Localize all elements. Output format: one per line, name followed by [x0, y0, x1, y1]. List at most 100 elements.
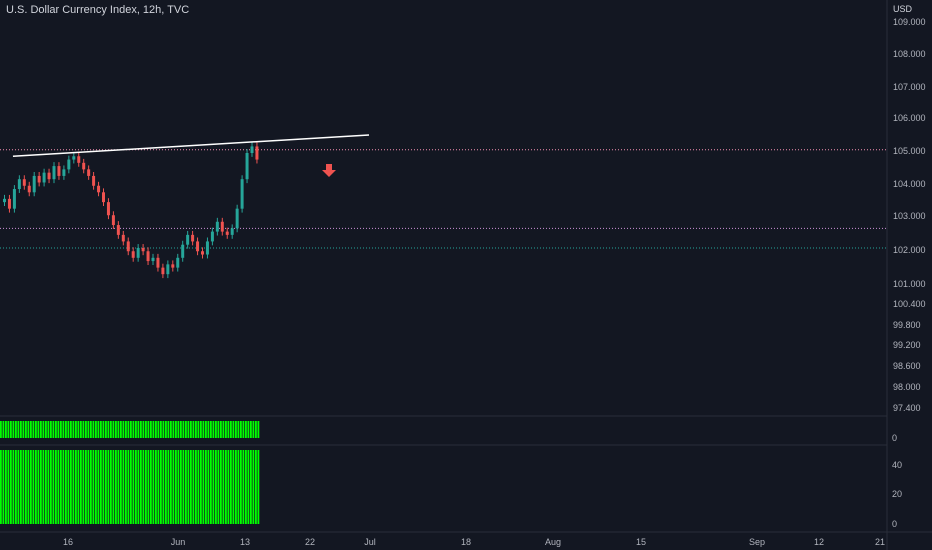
histogram-pane-1	[0, 421, 260, 438]
histogram-bar	[52, 450, 55, 524]
histogram-bar	[25, 421, 27, 438]
histogram-bar	[67, 450, 70, 524]
histogram-bar	[30, 450, 32, 524]
histogram-bar	[2, 450, 5, 524]
histogram-bar	[82, 421, 85, 438]
histogram-bar	[190, 450, 192, 524]
histogram-bar	[185, 421, 187, 438]
histogram-bar	[97, 421, 100, 438]
histogram-bar	[75, 421, 77, 438]
histogram-bar	[235, 450, 237, 524]
candle-body	[225, 231, 229, 235]
histogram-bar	[232, 450, 235, 524]
histogram-bar	[155, 450, 157, 524]
time-tick-label: 15	[636, 537, 646, 547]
histogram-bar	[170, 450, 172, 524]
price-tick-label: 103.000	[893, 211, 926, 221]
histogram-bar	[10, 421, 12, 438]
histogram-bar	[15, 450, 17, 524]
price-tick-label: 101.000	[893, 279, 926, 289]
candle-body	[151, 257, 155, 262]
histogram-bar	[95, 450, 97, 524]
histogram-bar	[102, 450, 105, 524]
histogram-bar	[162, 421, 165, 438]
histogram-bar	[37, 450, 40, 524]
histogram-bar	[72, 421, 75, 438]
histogram-bar	[22, 421, 25, 438]
histogram-bar	[210, 421, 212, 438]
histogram-bar	[180, 421, 182, 438]
histogram-bar	[102, 421, 105, 438]
candle-body	[116, 225, 120, 235]
candle-body	[121, 234, 125, 242]
histogram-bar	[205, 450, 207, 524]
histogram-bar	[222, 450, 225, 524]
histogram-bar	[40, 421, 42, 438]
down-arrow-icon[interactable]	[322, 164, 336, 177]
histogram-bar	[50, 450, 52, 524]
histogram-bar	[155, 421, 157, 438]
histogram-bar	[175, 421, 177, 438]
histogram-bar	[147, 450, 150, 524]
histogram-bar	[140, 421, 142, 438]
histogram-bar	[130, 450, 132, 524]
histogram-bar	[20, 421, 22, 438]
histogram-bar	[25, 450, 27, 524]
candle-body	[12, 189, 16, 209]
histogram-pane-2	[0, 450, 260, 524]
candle-body	[3, 198, 6, 203]
histogram-bar	[127, 450, 130, 524]
histogram-bar	[252, 450, 255, 524]
histogram-bar	[85, 450, 87, 524]
candle-body	[32, 175, 36, 193]
price-scale[interactable]: 109.000 108.000 107.000 106.000 105.000 104.0…	[893, 17, 926, 413]
histogram-bar	[172, 421, 175, 438]
histogram-bar	[37, 421, 40, 438]
candle-body	[47, 172, 51, 180]
histogram-bar	[177, 450, 180, 524]
histogram-bar	[227, 450, 230, 524]
histogram-bar	[100, 450, 102, 524]
histogram-bar	[257, 450, 260, 524]
histogram-bar	[120, 450, 122, 524]
histogram-bar	[70, 450, 72, 524]
histogram-bar	[65, 421, 67, 438]
hist-tick-label: 0	[892, 433, 897, 443]
histogram-bar	[250, 421, 252, 438]
histogram-bar	[160, 450, 162, 524]
time-scale[interactable]: 16 Jun 13 22 Jul 18 Aug 15 Sep 12 21	[63, 537, 885, 547]
histogram-bar	[87, 450, 90, 524]
histogram-bar	[135, 450, 137, 524]
candle-body	[181, 244, 185, 258]
histogram-bar	[147, 421, 150, 438]
histogram-bar	[60, 450, 62, 524]
histogram-bar	[60, 421, 62, 438]
histogram-bar	[122, 450, 125, 524]
histogram-bar	[200, 450, 202, 524]
trend-line[interactable]	[12, 134, 370, 158]
histogram-bar	[132, 450, 135, 524]
price-tick-label: 104.000	[893, 179, 926, 189]
histogram-bar	[175, 450, 177, 524]
histogram-bar	[55, 450, 57, 524]
histogram-bar	[30, 421, 32, 438]
candle-body	[126, 241, 130, 252]
candle-body	[106, 202, 110, 216]
histogram-bar	[0, 421, 2, 438]
histogram-bar	[225, 421, 227, 438]
time-tick-label: 18	[461, 537, 471, 547]
price-tick-label: 107.000	[893, 82, 926, 92]
histogram-bar	[12, 421, 15, 438]
histogram-bar	[145, 421, 147, 438]
histogram-bar	[217, 450, 220, 524]
histogram-bar	[192, 450, 195, 524]
histogram-bar	[245, 450, 247, 524]
histogram-bar	[150, 450, 152, 524]
histogram-bar	[245, 421, 247, 438]
histogram-bar	[92, 450, 95, 524]
histogram-bar	[47, 450, 50, 524]
histogram-bar	[207, 421, 210, 438]
histogram-bar	[47, 421, 50, 438]
histogram-bar	[27, 421, 30, 438]
